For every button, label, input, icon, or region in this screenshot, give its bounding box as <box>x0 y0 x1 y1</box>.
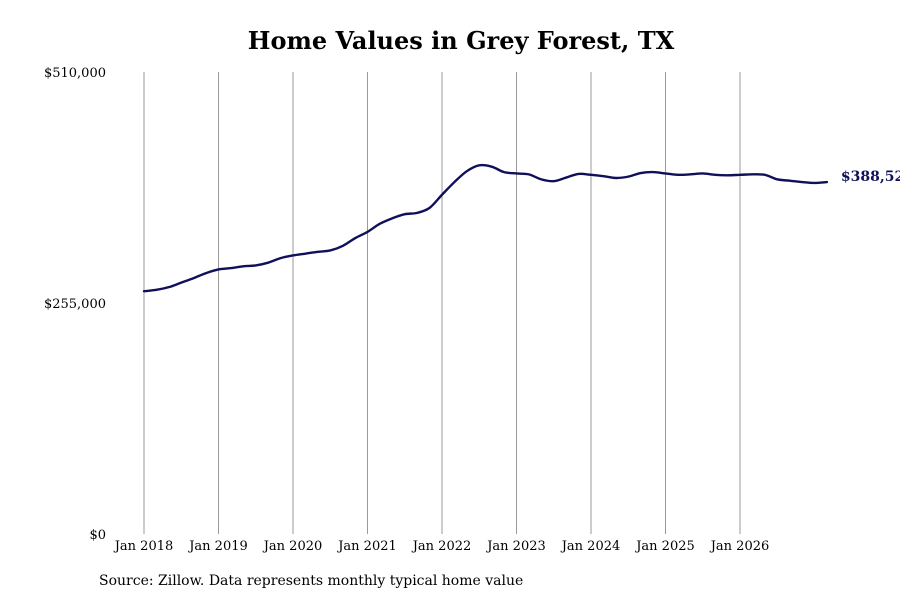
last-value-label: $388,520 <box>841 169 900 185</box>
x-axis-labels: Jan 2018 Jan 2019 Jan 2020 Jan 2021 Jan 2022… <box>113 539 770 554</box>
x-tick-label: Jan 2024 <box>560 539 621 554</box>
y-tick-label: $510,000 <box>44 66 106 81</box>
x-tick-label: Jan 2022 <box>411 539 472 554</box>
home-value-line <box>142 163 829 293</box>
y-tick-label: $255,000 <box>44 297 106 312</box>
x-tick-label: Jan 2021 <box>336 539 397 554</box>
chart-title: Home Values in Grey Forest, TX <box>247 26 675 55</box>
x-tick-label: Jan 2018 <box>113 539 174 554</box>
x-tick-label: Jan 2020 <box>262 539 323 554</box>
vertical-gridlines <box>143 72 741 534</box>
y-tick-label: $0 <box>89 528 106 543</box>
x-tick-label: Jan 2026 <box>709 539 770 554</box>
x-tick-label: Jan 2019 <box>187 539 248 554</box>
x-tick-label: Jan 2025 <box>634 539 695 554</box>
source-note: Source: Zillow. Data represents monthly … <box>99 573 524 589</box>
y-axis-labels: $0 $255,000 $510,000 <box>44 66 106 543</box>
x-tick-label: Jan 2023 <box>485 539 546 554</box>
